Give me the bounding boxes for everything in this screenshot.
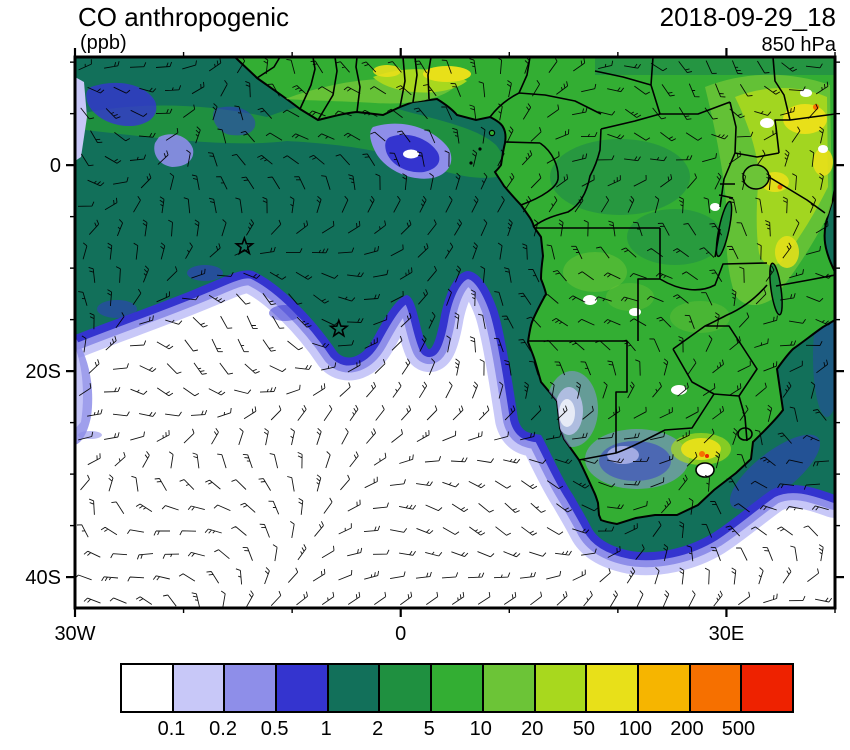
colorbar-tick-label: 0.1: [157, 718, 186, 740]
colorbar-cell: [585, 665, 637, 711]
colorbar-cell: [171, 665, 224, 711]
co-fill-patch: [75, 77, 87, 161]
axis-tick-label: 0: [395, 623, 406, 645]
co-fill-patch: [373, 65, 401, 77]
gulf-of-guinea-plume: [75, 101, 505, 178]
sao-tome-island: [469, 161, 473, 165]
colorbar-cell: [430, 665, 482, 711]
colorbar-cell: [636, 665, 689, 711]
colorbar-tick-label: 500: [721, 718, 756, 740]
co-fill-patch: [269, 305, 301, 321]
terrain-white-spot: [710, 203, 720, 211]
pressure-level-label: 850 hPa: [761, 34, 836, 56]
colorbar-cell: [378, 665, 431, 711]
co-fill-patch: [670, 301, 730, 333]
colorbar-cell: [688, 665, 741, 711]
colorbar-tick-label: 10: [469, 718, 492, 740]
station-marker-star: [328, 318, 350, 338]
co-fill-patch: [627, 209, 723, 265]
colorbar-cell: [275, 665, 327, 711]
colorbar-tick-label: 200: [670, 718, 704, 740]
colorbar-cell: [326, 665, 379, 711]
co-fill-patch: [681, 438, 721, 460]
terrain-white-spot: [629, 308, 641, 316]
units-label: (ppb): [80, 32, 127, 54]
co-fill-patch: [559, 399, 575, 427]
colorbar-cells: [120, 663, 794, 713]
colorbar-cell: [481, 665, 534, 711]
terrain-white-spot: [760, 118, 774, 128]
co-hotspot: [705, 454, 709, 458]
colorbar-tick-label: 1: [320, 718, 332, 740]
colorbar-cell: [223, 665, 276, 711]
co-fill-patch: [97, 300, 137, 318]
principe-island: [478, 147, 482, 151]
axis-tick-label: 30E: [709, 623, 745, 645]
colorbar-tick-label: 50: [572, 718, 595, 740]
plot-title: CO anthropogenic: [78, 2, 290, 32]
lesotho-border: [695, 462, 715, 478]
terrain-white-spot: [583, 295, 597, 305]
land-co-patches: [285, 57, 835, 489]
co-fill-patch: [86, 82, 157, 127]
station-markers: [234, 235, 350, 338]
axis-tick-label: 0: [50, 155, 61, 177]
terrain-white-spot: [671, 385, 687, 395]
co-fill-patch: [78, 431, 102, 439]
co-fill-patch: [607, 446, 639, 464]
colorbar-tick-label: 2: [372, 718, 384, 740]
co-fill-patch: [813, 148, 833, 176]
co-fill-patch: [729, 434, 821, 510]
colorbar-tick-label: 20: [521, 718, 544, 740]
co-fill-patch: [563, 252, 627, 292]
station-marker-star: [234, 235, 255, 256]
co-fill-patch: [423, 66, 471, 82]
map-plot: 30W 0 30E 0 20S 40S: [25, 48, 844, 645]
co-fill-patch: [75, 347, 83, 429]
map-plot-svg: 30W 0 30E 0 20S 40S: [25, 48, 844, 645]
axis-tick-label: 30W: [54, 623, 95, 645]
colorbar-cell: [122, 665, 172, 711]
co-hotspot: [777, 184, 783, 190]
co-fill-patch: [595, 57, 835, 75]
co-hotspot: [699, 451, 705, 457]
bioko-island: [488, 129, 496, 137]
co-fill-patch: [212, 106, 256, 136]
datetime-label: 2018-09-29_18: [659, 2, 836, 32]
terrain-white-spot: [800, 89, 812, 97]
axis-tick-label: 20S: [25, 361, 61, 383]
co-fill-patch: [403, 149, 419, 159]
lake-malawi: [769, 262, 783, 316]
axis-ticks-and-labels: 30W 0 30E 0 20S 40S: [25, 48, 844, 645]
colorbar-tick-label: 0.5: [260, 718, 289, 740]
co-fill-patch: [606, 283, 654, 311]
wind-barbs-layer: [75, 57, 833, 608]
terrain-white-spot: [818, 145, 828, 153]
lake-victoria: [742, 164, 770, 190]
lake-tanganyika: [715, 200, 733, 258]
colorbar-tick-label: 100: [618, 718, 653, 740]
map-frame: [73, 55, 837, 610]
axis-tick-label: 40S: [25, 567, 61, 589]
colorbar-cell: [533, 665, 586, 711]
country-borders: [256, 57, 835, 461]
swaziland-border: [737, 427, 753, 441]
colorbar-cell: [740, 665, 792, 711]
colorbar-tick-label: 0.2: [209, 718, 237, 740]
map-content: [75, 57, 835, 608]
colorbar-tick-label: 5: [423, 718, 435, 740]
